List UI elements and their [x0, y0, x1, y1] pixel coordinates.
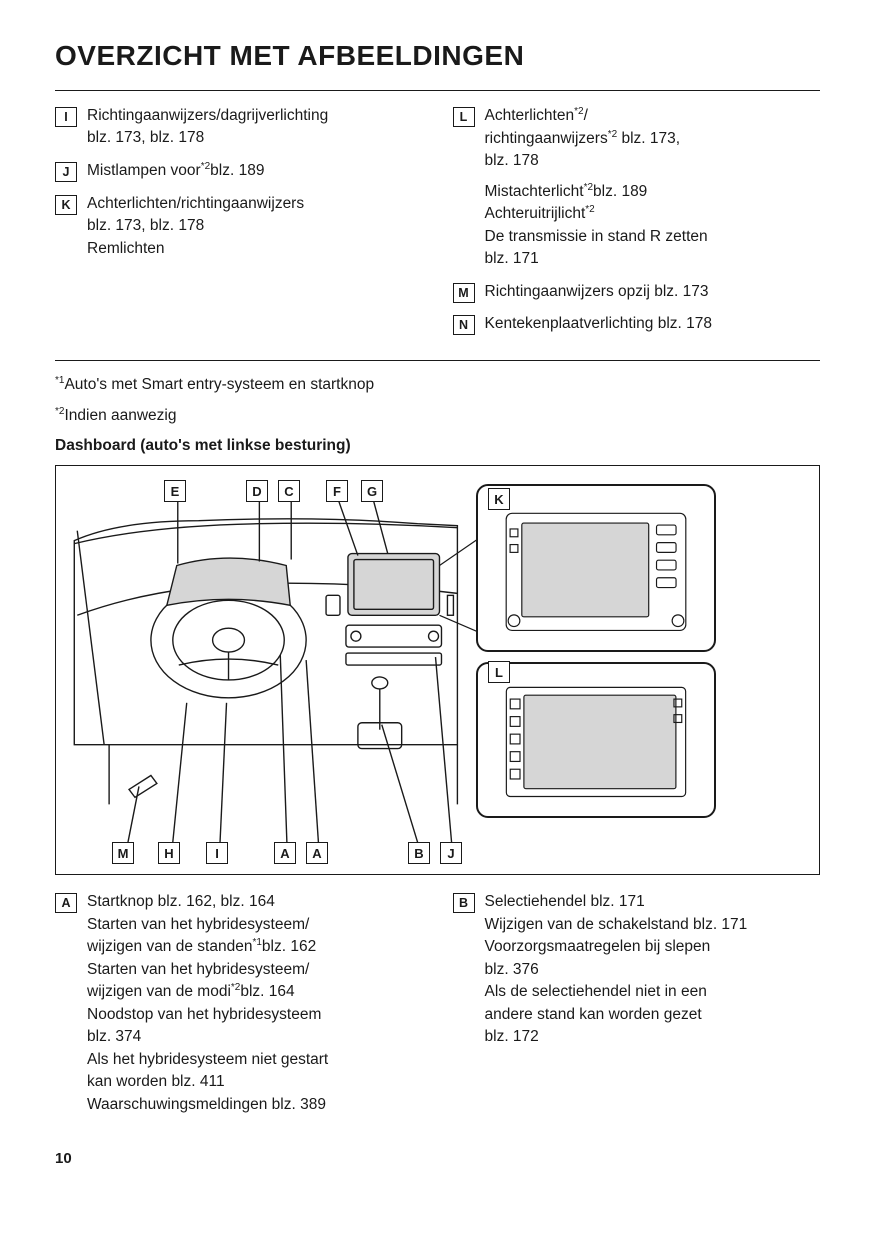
item-line: blz. 173, blz. 178	[87, 127, 423, 149]
item-line: Achterlichten*2/	[485, 105, 821, 128]
list-item: M Richtingaanwijzers opzij blz. 173	[453, 281, 821, 303]
item-line: Remlichten	[87, 238, 423, 260]
list-item: I Richtingaanwijzers/dagrijverlichtingblz…	[55, 105, 423, 150]
callout-l: L	[488, 661, 510, 683]
item-line: Als het hybridesysteem niet gestart	[87, 1049, 423, 1071]
letter-box: J	[55, 162, 77, 182]
item-line: kan worden blz. 411	[87, 1071, 423, 1093]
letter-box: B	[453, 893, 475, 913]
footnote: *1Auto's met Smart entry-systeem en star…	[55, 375, 820, 394]
top-right-col: L Achterlichten*2/richtingaanwijzers*2 bl…	[453, 105, 821, 346]
list-item: L Achterlichten*2/richtingaanwijzers*2 bl…	[453, 105, 821, 271]
item-line: richtingaanwijzers*2 blz. 173,	[485, 128, 821, 151]
callout-m: M	[112, 842, 134, 864]
letter-box: L	[453, 107, 475, 127]
item-line: Starten van het hybridesysteem/	[87, 914, 423, 936]
list-item: K Achterlichten/richtingaanwijzersblz. 17…	[55, 193, 423, 260]
callout-a: A	[274, 842, 296, 864]
item-line	[485, 173, 821, 181]
bottom-right-col: B Selectiehendel blz. 171Wijzigen van de …	[453, 891, 821, 1126]
item-line: wijzigen van de modi*2blz. 164	[87, 981, 423, 1004]
item-line: andere stand kan worden gezet	[485, 1004, 821, 1026]
callout-b: B	[408, 842, 430, 864]
item-line: Richtingaanwijzers opzij blz. 173	[485, 281, 821, 303]
inset-panel-k	[476, 484, 716, 652]
bottom-left-col: AStartknop blz. 162, blz. 164Starten van…	[55, 891, 423, 1126]
top-columns: IRichtingaanwijzers/dagrijverlichtingblz…	[55, 105, 820, 346]
callout-d: D	[246, 480, 268, 502]
item-line: Waarschuwingsmeldingen blz. 389	[87, 1094, 423, 1116]
item-body: Achterlichten/richtingaanwijzersblz. 173…	[87, 193, 423, 260]
inset-k-svg	[478, 486, 714, 650]
dashboard-diagram: E DC FG M H I AA BJ	[55, 465, 820, 875]
item-line: Starten van het hybridesysteem/	[87, 959, 423, 981]
item-body: Achterlichten*2/richtingaanwijzers*2 blz…	[485, 105, 821, 271]
letter-box: A	[55, 893, 77, 913]
callout-f: F	[326, 480, 348, 502]
item-line: Selectiehendel blz. 171	[485, 891, 821, 913]
page-number: 10	[55, 1150, 820, 1167]
callout-i: I	[206, 842, 228, 864]
item-line: Startknop blz. 162, blz. 164	[87, 891, 423, 913]
item-line: Voorzorgsmaatregelen bij slepen	[485, 936, 821, 958]
divider	[55, 90, 820, 91]
item-line: Achterlichten/richtingaanwijzers	[87, 193, 423, 215]
inset-panel-l	[476, 662, 716, 818]
item-body: Startknop blz. 162, blz. 164Starten van …	[87, 891, 423, 1116]
callout-j: J	[440, 842, 462, 864]
callout-e: E	[164, 480, 186, 502]
top-left-col: IRichtingaanwijzers/dagrijverlichtingblz…	[55, 105, 423, 346]
item-line: wijzigen van de standen*1blz. 162	[87, 936, 423, 959]
letter-box: K	[55, 195, 77, 215]
item-line: Richtingaanwijzers/dagrijverlichting	[87, 105, 423, 127]
item-line: Mistachterlicht*2blz. 189	[485, 181, 821, 204]
footnotes: *1Auto's met Smart entry-systeem en star…	[55, 375, 820, 425]
item-line: Achteruitrijlicht*2	[485, 203, 821, 226]
item-body: Richtingaanwijzers/dagrijverlichtingblz.…	[87, 105, 423, 150]
callout-c: C	[278, 480, 300, 502]
item-line: Mistlampen voor*2blz. 189	[87, 160, 423, 183]
item-line: blz. 376	[485, 959, 821, 981]
divider	[55, 360, 820, 361]
item-line: blz. 172	[485, 1026, 821, 1048]
footnote: *2Indien aanwezig	[55, 406, 820, 425]
callout-h: H	[158, 842, 180, 864]
item-body: Richtingaanwijzers opzij blz. 173	[485, 281, 821, 303]
item-body: Kentekenplaatverlichting blz. 178	[485, 313, 821, 335]
bottom-columns: AStartknop blz. 162, blz. 164Starten van…	[55, 891, 820, 1126]
list-item: N Kentekenplaatverlichting blz. 178	[453, 313, 821, 335]
item-line: Wijzigen van de schakelstand blz. 171	[485, 914, 821, 936]
inset-l-svg	[478, 664, 714, 816]
page-title: OVERZICHT MET AFBEELDINGEN	[55, 40, 820, 72]
item-line: blz. 374	[87, 1026, 423, 1048]
item-line: De transmissie in stand R zetten	[485, 226, 821, 248]
callout-a: A	[306, 842, 328, 864]
list-item: B Selectiehendel blz. 171Wijzigen van de …	[453, 891, 821, 1048]
section-title: Dashboard (auto's met linkse besturing)	[55, 437, 820, 455]
item-line: Als de selectiehendel niet in een	[485, 981, 821, 1003]
item-line: blz. 171	[485, 248, 821, 270]
letter-box: I	[55, 107, 77, 127]
item-line: Noodstop van het hybridesysteem	[87, 1004, 423, 1026]
letter-box: N	[453, 315, 475, 335]
letter-box: M	[453, 283, 475, 303]
item-line: blz. 173, blz. 178	[87, 215, 423, 237]
list-item: J Mistlampen voor*2blz. 189	[55, 160, 423, 183]
callout-g: G	[361, 480, 383, 502]
item-body: Mistlampen voor*2blz. 189	[87, 160, 423, 183]
list-item: AStartknop blz. 162, blz. 164Starten van…	[55, 891, 423, 1116]
item-line: Kentekenplaatverlichting blz. 178	[485, 313, 821, 335]
item-body: Selectiehendel blz. 171Wijzigen van de s…	[485, 891, 821, 1048]
item-line: blz. 178	[485, 150, 821, 172]
callout-k: K	[488, 488, 510, 510]
